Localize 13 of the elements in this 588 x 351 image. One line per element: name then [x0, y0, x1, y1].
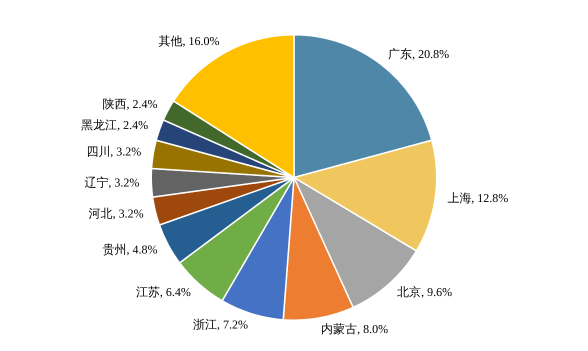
slice-label: 四川, 3.2%	[86, 144, 142, 158]
slice-label: 黑龙江, 2.4%	[81, 118, 148, 132]
slice-label: 辽宁, 3.2%	[84, 175, 140, 190]
slice-label: 其他, 16.0%	[158, 34, 220, 48]
slice-label: 北京, 9.6%	[397, 285, 452, 300]
slice-label: 上海, 12.8%	[447, 190, 508, 205]
slice-label: 浙江, 7.2%	[193, 317, 248, 332]
slice-label: 内蒙古, 8.0%	[321, 322, 388, 336]
slice-label: 河北, 3.2%	[88, 206, 144, 220]
slice-label: 陕西, 2.4%	[102, 96, 158, 111]
slice-label: 广东, 20.8%	[388, 46, 450, 61]
slice-label: 江苏, 6.4%	[136, 285, 191, 300]
slice-label: 贵州, 4.8%	[102, 242, 158, 256]
